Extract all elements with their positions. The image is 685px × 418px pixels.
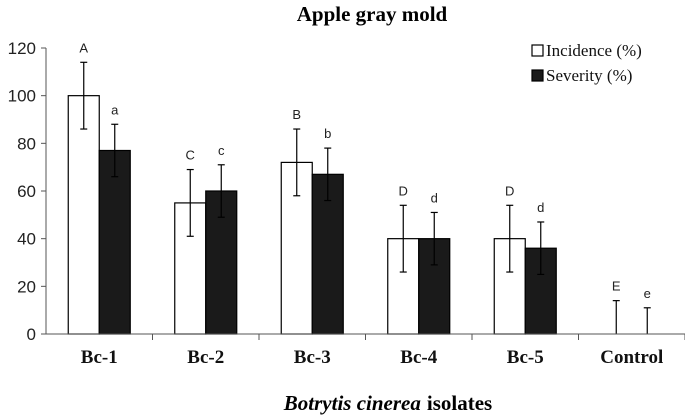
y-tick-label: 100 (8, 87, 36, 106)
significance-letter: d (537, 200, 544, 215)
x-axis: Bc-1 Bc-2 Bc-3 Bc-4 Bc-5 Control (46, 333, 685, 368)
y-tick-label: 80 (17, 134, 36, 153)
significance-letter: A (79, 40, 88, 55)
y-tick-label: 0 (27, 325, 36, 344)
x-category-label: Bc-4 (400, 347, 437, 368)
chart-title: Apple gray mold (297, 2, 448, 26)
x-category-label: Bc-5 (507, 347, 544, 368)
legend-swatch-severity (531, 69, 544, 82)
y-tick-label: 120 (8, 39, 36, 58)
legend-label-incidence: Incidence (%) (546, 41, 642, 60)
significance-letter: E (612, 279, 621, 294)
bar (98, 149, 131, 335)
significance-letter: d (431, 190, 438, 205)
significance-letter: B (292, 107, 301, 122)
bars: Aa C c Bb D d Dd E e (67, 40, 651, 335)
x-category-label: Bc-1 (81, 347, 118, 368)
significance-letter: D (399, 183, 408, 198)
bar (493, 238, 526, 335)
significance-letter: D (505, 183, 514, 198)
x-category-label: Bc-3 (294, 347, 331, 368)
bar (67, 95, 100, 335)
x-axis-title-italic: Botrytis cinerea (283, 391, 421, 415)
significance-letter: b (324, 126, 331, 141)
y-tick-label: 60 (17, 182, 36, 201)
y-tick-label: 20 (17, 277, 36, 296)
significance-letter: e (644, 286, 651, 301)
x-axis-title-rest: isolates (427, 391, 492, 415)
legend: Incidence (%) Severity (%) (531, 41, 642, 85)
legend-swatch-incidence (531, 44, 544, 57)
significance-letter: C (186, 148, 195, 163)
significance-letter: a (111, 102, 119, 117)
legend-label-severity: Severity (%) (546, 66, 632, 85)
significance-letter: c (218, 143, 225, 158)
y-tick-label: 40 (17, 230, 36, 249)
x-category-label: Bc-2 (187, 347, 224, 368)
x-category-label: Control (600, 347, 663, 368)
x-axis-title: Botrytis cinerea isolates (283, 391, 492, 415)
y-axis: 0 20 40 60 80 100 120 (8, 39, 47, 344)
